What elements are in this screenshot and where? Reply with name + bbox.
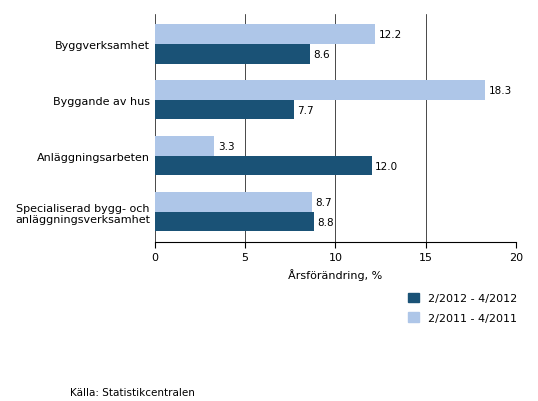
- Text: 12.0: 12.0: [375, 161, 398, 171]
- Text: 8.7: 8.7: [316, 198, 332, 208]
- Bar: [155, 101, 294, 120]
- X-axis label: Årsförändring, %: Årsförändring, %: [288, 268, 383, 280]
- Text: 12.2: 12.2: [379, 30, 402, 40]
- Bar: [155, 212, 314, 232]
- Text: 8.8: 8.8: [317, 217, 334, 227]
- Bar: [155, 45, 310, 65]
- Bar: [155, 137, 215, 156]
- Bar: [155, 25, 375, 45]
- Bar: [155, 156, 372, 176]
- Bar: [155, 81, 485, 101]
- Legend: 2/2012 - 4/2012, 2/2011 - 4/2011: 2/2012 - 4/2012, 2/2011 - 4/2011: [408, 293, 518, 323]
- Text: 3.3: 3.3: [218, 142, 235, 152]
- Text: 18.3: 18.3: [489, 86, 512, 96]
- Bar: [155, 193, 312, 212]
- Text: 7.7: 7.7: [298, 105, 314, 115]
- Text: 8.6: 8.6: [314, 50, 330, 60]
- Text: Källa: Statistikcentralen: Källa: Statistikcentralen: [70, 387, 195, 397]
